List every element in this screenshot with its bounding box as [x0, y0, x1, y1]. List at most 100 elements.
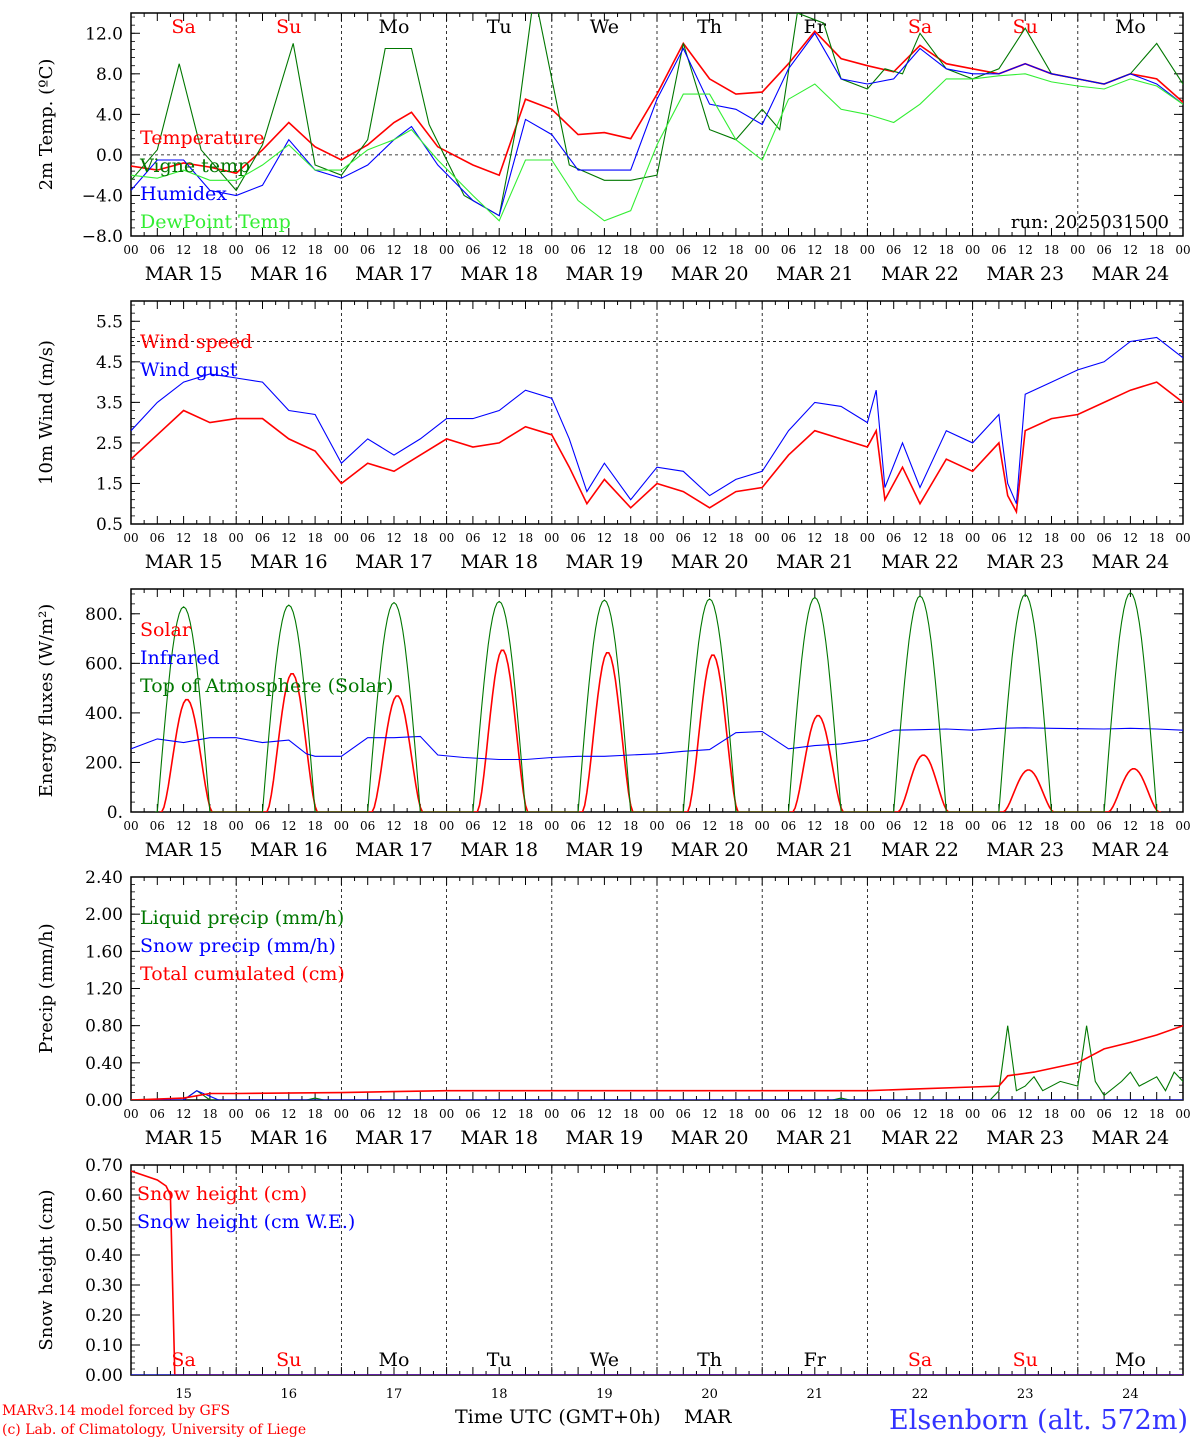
day-number-label: 21 — [807, 1387, 824, 1402]
hour-tick-label: 12 — [912, 819, 927, 833]
hour-tick-label: 12 — [807, 243, 822, 257]
panel-wind: 0.5 1.5 2.5 3.5 4.5 5.5 10m Wind (m/s) 00 06 12 18… — [36, 300, 1191, 573]
hour-tick-label: 18 — [939, 1107, 954, 1121]
y-tick-label: 0.70 — [85, 1156, 123, 1176]
legend-entry: Infrared — [140, 647, 220, 669]
series-line-liquid-precip-mm-h- — [131, 1025, 1183, 1100]
plot-frame — [130, 12, 1184, 237]
hour-tick-label: 12 — [702, 243, 717, 257]
hour-tick-label: 12 — [597, 531, 612, 545]
hour-tick-label: 00 — [965, 243, 980, 257]
hour-tick-label: 00 — [439, 819, 454, 833]
hour-tick-label: 06 — [781, 243, 796, 257]
series-line-wind-gust — [131, 336, 1183, 504]
x-axis-label: Time UTC (GMT+0h) — [455, 1406, 661, 1428]
date-label: MAR 21 — [776, 839, 854, 861]
hour-tick-label: 12 — [176, 819, 191, 833]
hour-tick-label: 12 — [1123, 819, 1138, 833]
hour-tick-label: 18 — [202, 1107, 217, 1121]
hour-tick-label: 06 — [886, 531, 901, 545]
hour-tick-label: 00 — [649, 1107, 664, 1121]
legend-entry: Wind speed — [140, 331, 252, 353]
y-tick-label: 2.00 — [85, 905, 123, 925]
date-label: MAR 17 — [355, 551, 433, 573]
hour-tick-label: 06 — [1096, 1107, 1111, 1121]
date-label: MAR 18 — [460, 263, 538, 285]
hour-tick-label: 12 — [492, 1107, 507, 1121]
y-tick-label: 8.0 — [96, 65, 123, 85]
hour-tick-label: 00 — [755, 531, 770, 545]
legend-entry: Total cumulated (cm) — [140, 963, 345, 985]
date-label: MAR 15 — [145, 551, 223, 573]
hour-tick-label: 00 — [649, 243, 664, 257]
hour-tick-label: 18 — [728, 243, 743, 257]
day-number-label: 18 — [491, 1387, 508, 1402]
hour-tick-label: 12 — [386, 243, 401, 257]
hour-tick-label: 12 — [702, 531, 717, 545]
hour-tick-label: 18 — [939, 243, 954, 257]
weekday-label: Mo — [1115, 1349, 1146, 1371]
date-label: MAR 19 — [566, 839, 644, 861]
hour-tick-label: 18 — [202, 531, 217, 545]
hour-tick-label: 18 — [307, 243, 322, 257]
station-name: Elsenborn (alt. 572m) — [889, 1405, 1188, 1436]
series-line-snow-height-cm- — [131, 1170, 1183, 1375]
hour-tick-label: 18 — [1149, 531, 1164, 545]
y-tick-label: 1.5 — [96, 474, 123, 494]
hour-tick-label: 00 — [229, 819, 244, 833]
hour-tick-label: 12 — [281, 243, 296, 257]
hour-tick-label: 06 — [360, 243, 375, 257]
date-label: MAR 21 — [776, 263, 854, 285]
plot-frame — [130, 300, 1184, 525]
hour-tick-label: 06 — [676, 819, 691, 833]
hour-tick-label: 06 — [781, 819, 796, 833]
hour-tick-label: 00 — [123, 1107, 138, 1121]
weekday-label: We — [590, 16, 619, 38]
hour-tick-label: 12 — [176, 1107, 191, 1121]
weekday-label: Fr — [804, 1349, 827, 1371]
date-label: MAR 15 — [145, 1127, 223, 1149]
hour-tick-label: 06 — [886, 819, 901, 833]
hour-tick-label: 06 — [465, 819, 480, 833]
hour-tick-label: 00 — [1175, 819, 1190, 833]
date-label: MAR 24 — [1092, 551, 1170, 573]
weekday-label: Tu — [487, 1349, 512, 1371]
date-label: MAR 21 — [776, 551, 854, 573]
hour-tick-label: 06 — [781, 531, 796, 545]
y-tick-label: 0.20 — [85, 1306, 123, 1326]
hour-tick-label: 00 — [123, 819, 138, 833]
hour-tick-label: 00 — [544, 819, 559, 833]
hour-tick-label: 12 — [492, 243, 507, 257]
hour-tick-label: 18 — [623, 531, 638, 545]
hour-tick-label: 18 — [833, 243, 848, 257]
hour-tick-label: 06 — [360, 819, 375, 833]
y-tick-label: 4.0 — [96, 105, 123, 125]
weekday-label: Su — [1013, 1349, 1038, 1371]
y-tick-label: 3.5 — [96, 393, 123, 413]
date-label: MAR 15 — [145, 263, 223, 285]
hour-tick-label: 00 — [439, 243, 454, 257]
date-label: MAR 20 — [671, 263, 749, 285]
hour-tick-label: 06 — [570, 243, 585, 257]
hour-tick-label: 06 — [676, 1107, 691, 1121]
hour-tick-label: 12 — [1018, 1107, 1033, 1121]
y-tick-label: 200. — [85, 753, 123, 773]
hour-tick-label: 06 — [465, 243, 480, 257]
hour-tick-label: 18 — [1044, 243, 1059, 257]
hour-tick-label: 00 — [229, 243, 244, 257]
hour-tick-label: 06 — [991, 1107, 1006, 1121]
y-axis-label: 2m Temp. (ºC) — [36, 59, 57, 191]
hour-tick-label: 00 — [229, 1107, 244, 1121]
hour-tick-label: 00 — [860, 1107, 875, 1121]
hour-tick-label: 12 — [176, 243, 191, 257]
hour-tick-label: 06 — [570, 531, 585, 545]
date-label: MAR 17 — [355, 263, 433, 285]
hour-tick-label: 12 — [281, 819, 296, 833]
hour-tick-label: 18 — [202, 243, 217, 257]
y-tick-label: 0.50 — [85, 1216, 123, 1236]
y-axis-label: Precip (mm/h) — [36, 923, 57, 1053]
date-label: MAR 19 — [566, 263, 644, 285]
day-number-label: 23 — [1017, 1387, 1034, 1402]
hour-tick-label: 18 — [728, 1107, 743, 1121]
legend-entry: Top of Atmosphere (Solar) — [140, 675, 393, 697]
